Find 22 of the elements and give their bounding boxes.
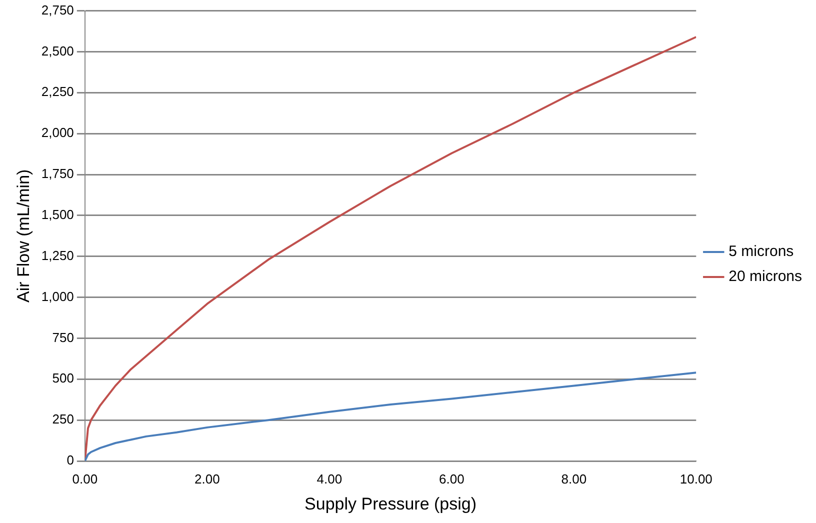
x-tick-label: 2.00 [194,471,220,486]
y-tick-label: 2,750 [41,2,74,18]
y-tick-label: 2,250 [41,84,74,100]
y-tick-label: 1,250 [41,248,74,263]
x-axis-title: Supply Pressure (psig) [304,494,477,514]
legend-label: 20 microns [728,268,802,286]
y-tick-label: 1,500 [41,207,74,222]
y-tick-label: 1,750 [41,166,74,182]
x-tick-label: 4.00 [316,471,342,486]
y-tick-label: 2,000 [41,125,74,140]
y-tick-label: 0 [66,452,74,468]
y-tick-label: 1,000 [41,288,74,304]
y-tick-label: 250 [52,412,74,427]
y-tick-label: 750 [52,330,74,345]
x-tick-label: 0.00 [72,471,98,486]
y-tick-label: 500 [52,370,74,386]
x-tick-label: 6.00 [439,471,464,486]
y-tick-label: 2,500 [41,43,74,58]
x-tick-label: 8.00 [561,471,587,486]
x-tick-label: 10.00 [680,471,712,486]
legend-label: 5 microns [728,243,794,260]
y-axis-title: Air Flow (mL/min) [14,169,33,302]
